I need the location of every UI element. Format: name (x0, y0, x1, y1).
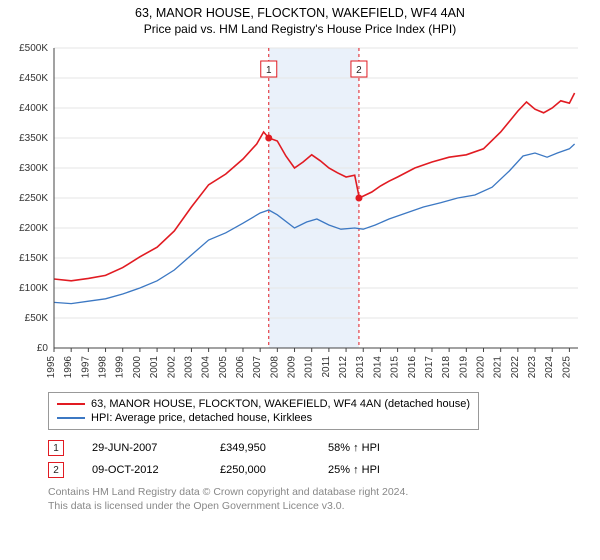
svg-text:2001: 2001 (149, 356, 160, 379)
svg-text:2016: 2016 (407, 356, 418, 379)
sale-row: 1 29-JUN-2007 £349,950 58% ↑ HPI (48, 440, 590, 456)
page-subtitle: Price paid vs. HM Land Registry's House … (10, 22, 590, 36)
legend-row: HPI: Average price, detached house, Kirk… (57, 411, 470, 425)
svg-text:1998: 1998 (98, 356, 109, 379)
svg-text:£200K: £200K (19, 223, 48, 234)
svg-text:1: 1 (266, 65, 272, 76)
svg-text:2018: 2018 (441, 356, 452, 379)
svg-text:£300K: £300K (19, 163, 48, 174)
svg-text:£400K: £400K (19, 103, 48, 114)
sale-row: 2 09-OCT-2012 £250,000 25% ↑ HPI (48, 462, 590, 478)
sale-hpi: 58% ↑ HPI (328, 442, 380, 454)
sale-hpi: 25% ↑ HPI (328, 464, 380, 476)
price-chart: £0 £50K £100K £150K £200K £250K £300K £350K £400… (10, 42, 590, 382)
svg-text:1995: 1995 (46, 356, 57, 379)
svg-text:£250K: £250K (19, 193, 48, 204)
svg-text:2005: 2005 (218, 356, 229, 379)
svg-text:2007: 2007 (252, 356, 263, 379)
svg-text:2014: 2014 (372, 356, 383, 379)
sale-date: 29-JUN-2007 (92, 442, 192, 454)
svg-text:£500K: £500K (19, 43, 48, 54)
svg-text:2019: 2019 (458, 356, 469, 379)
svg-text:2008: 2008 (269, 356, 280, 379)
svg-text:£50K: £50K (25, 313, 49, 324)
svg-text:2015: 2015 (390, 356, 401, 379)
svg-text:2002: 2002 (166, 356, 177, 379)
svg-text:£100K: £100K (19, 283, 48, 294)
credit-line-1: Contains HM Land Registry data © Crown c… (48, 486, 590, 500)
svg-text:2017: 2017 (424, 356, 435, 379)
credit-text: Contains HM Land Registry data © Crown c… (48, 486, 590, 513)
svg-text:2003: 2003 (183, 356, 194, 379)
svg-text:2025: 2025 (561, 356, 572, 379)
sale-price: £250,000 (220, 464, 300, 476)
sale-date: 09-OCT-2012 (92, 464, 192, 476)
svg-text:2013: 2013 (355, 356, 366, 379)
svg-text:£0: £0 (37, 343, 49, 354)
svg-text:£150K: £150K (19, 253, 48, 264)
svg-text:2000: 2000 (132, 356, 143, 379)
svg-text:2004: 2004 (201, 356, 212, 379)
svg-text:2009: 2009 (287, 356, 298, 379)
svg-text:1997: 1997 (80, 356, 91, 379)
svg-text:1999: 1999 (115, 356, 126, 379)
legend: 63, MANOR HOUSE, FLOCKTON, WAKEFIELD, WF… (48, 392, 479, 430)
svg-text:1996: 1996 (63, 356, 74, 379)
sale-marker: 2 (48, 462, 64, 478)
svg-text:2006: 2006 (235, 356, 246, 379)
sale-marker: 1 (48, 440, 64, 456)
legend-label: HPI: Average price, detached house, Kirk… (91, 412, 312, 424)
svg-text:2021: 2021 (493, 356, 504, 379)
svg-text:2: 2 (356, 65, 362, 76)
sales-table: 1 29-JUN-2007 £349,950 58% ↑ HPI 2 09-OCT-201… (48, 440, 590, 478)
svg-text:2023: 2023 (527, 356, 538, 379)
legend-swatch (57, 417, 85, 419)
sale-price: £349,950 (220, 442, 300, 454)
svg-text:2010: 2010 (304, 356, 315, 379)
svg-text:£450K: £450K (19, 73, 48, 84)
svg-text:2012: 2012 (338, 356, 349, 379)
page-title: 63, MANOR HOUSE, FLOCKTON, WAKEFIELD, WF… (10, 6, 590, 20)
svg-text:£350K: £350K (19, 133, 48, 144)
chart-svg: £0 £50K £100K £150K £200K £250K £300K £350K £400… (10, 42, 590, 382)
svg-text:2011: 2011 (321, 356, 332, 378)
svg-text:2024: 2024 (544, 356, 555, 379)
legend-label: 63, MANOR HOUSE, FLOCKTON, WAKEFIELD, WF… (91, 398, 470, 410)
svg-text:2022: 2022 (510, 356, 521, 379)
svg-text:2020: 2020 (476, 356, 487, 379)
credit-line-2: This data is licensed under the Open Gov… (48, 500, 590, 514)
legend-row: 63, MANOR HOUSE, FLOCKTON, WAKEFIELD, WF… (57, 397, 470, 411)
legend-swatch (57, 403, 85, 405)
